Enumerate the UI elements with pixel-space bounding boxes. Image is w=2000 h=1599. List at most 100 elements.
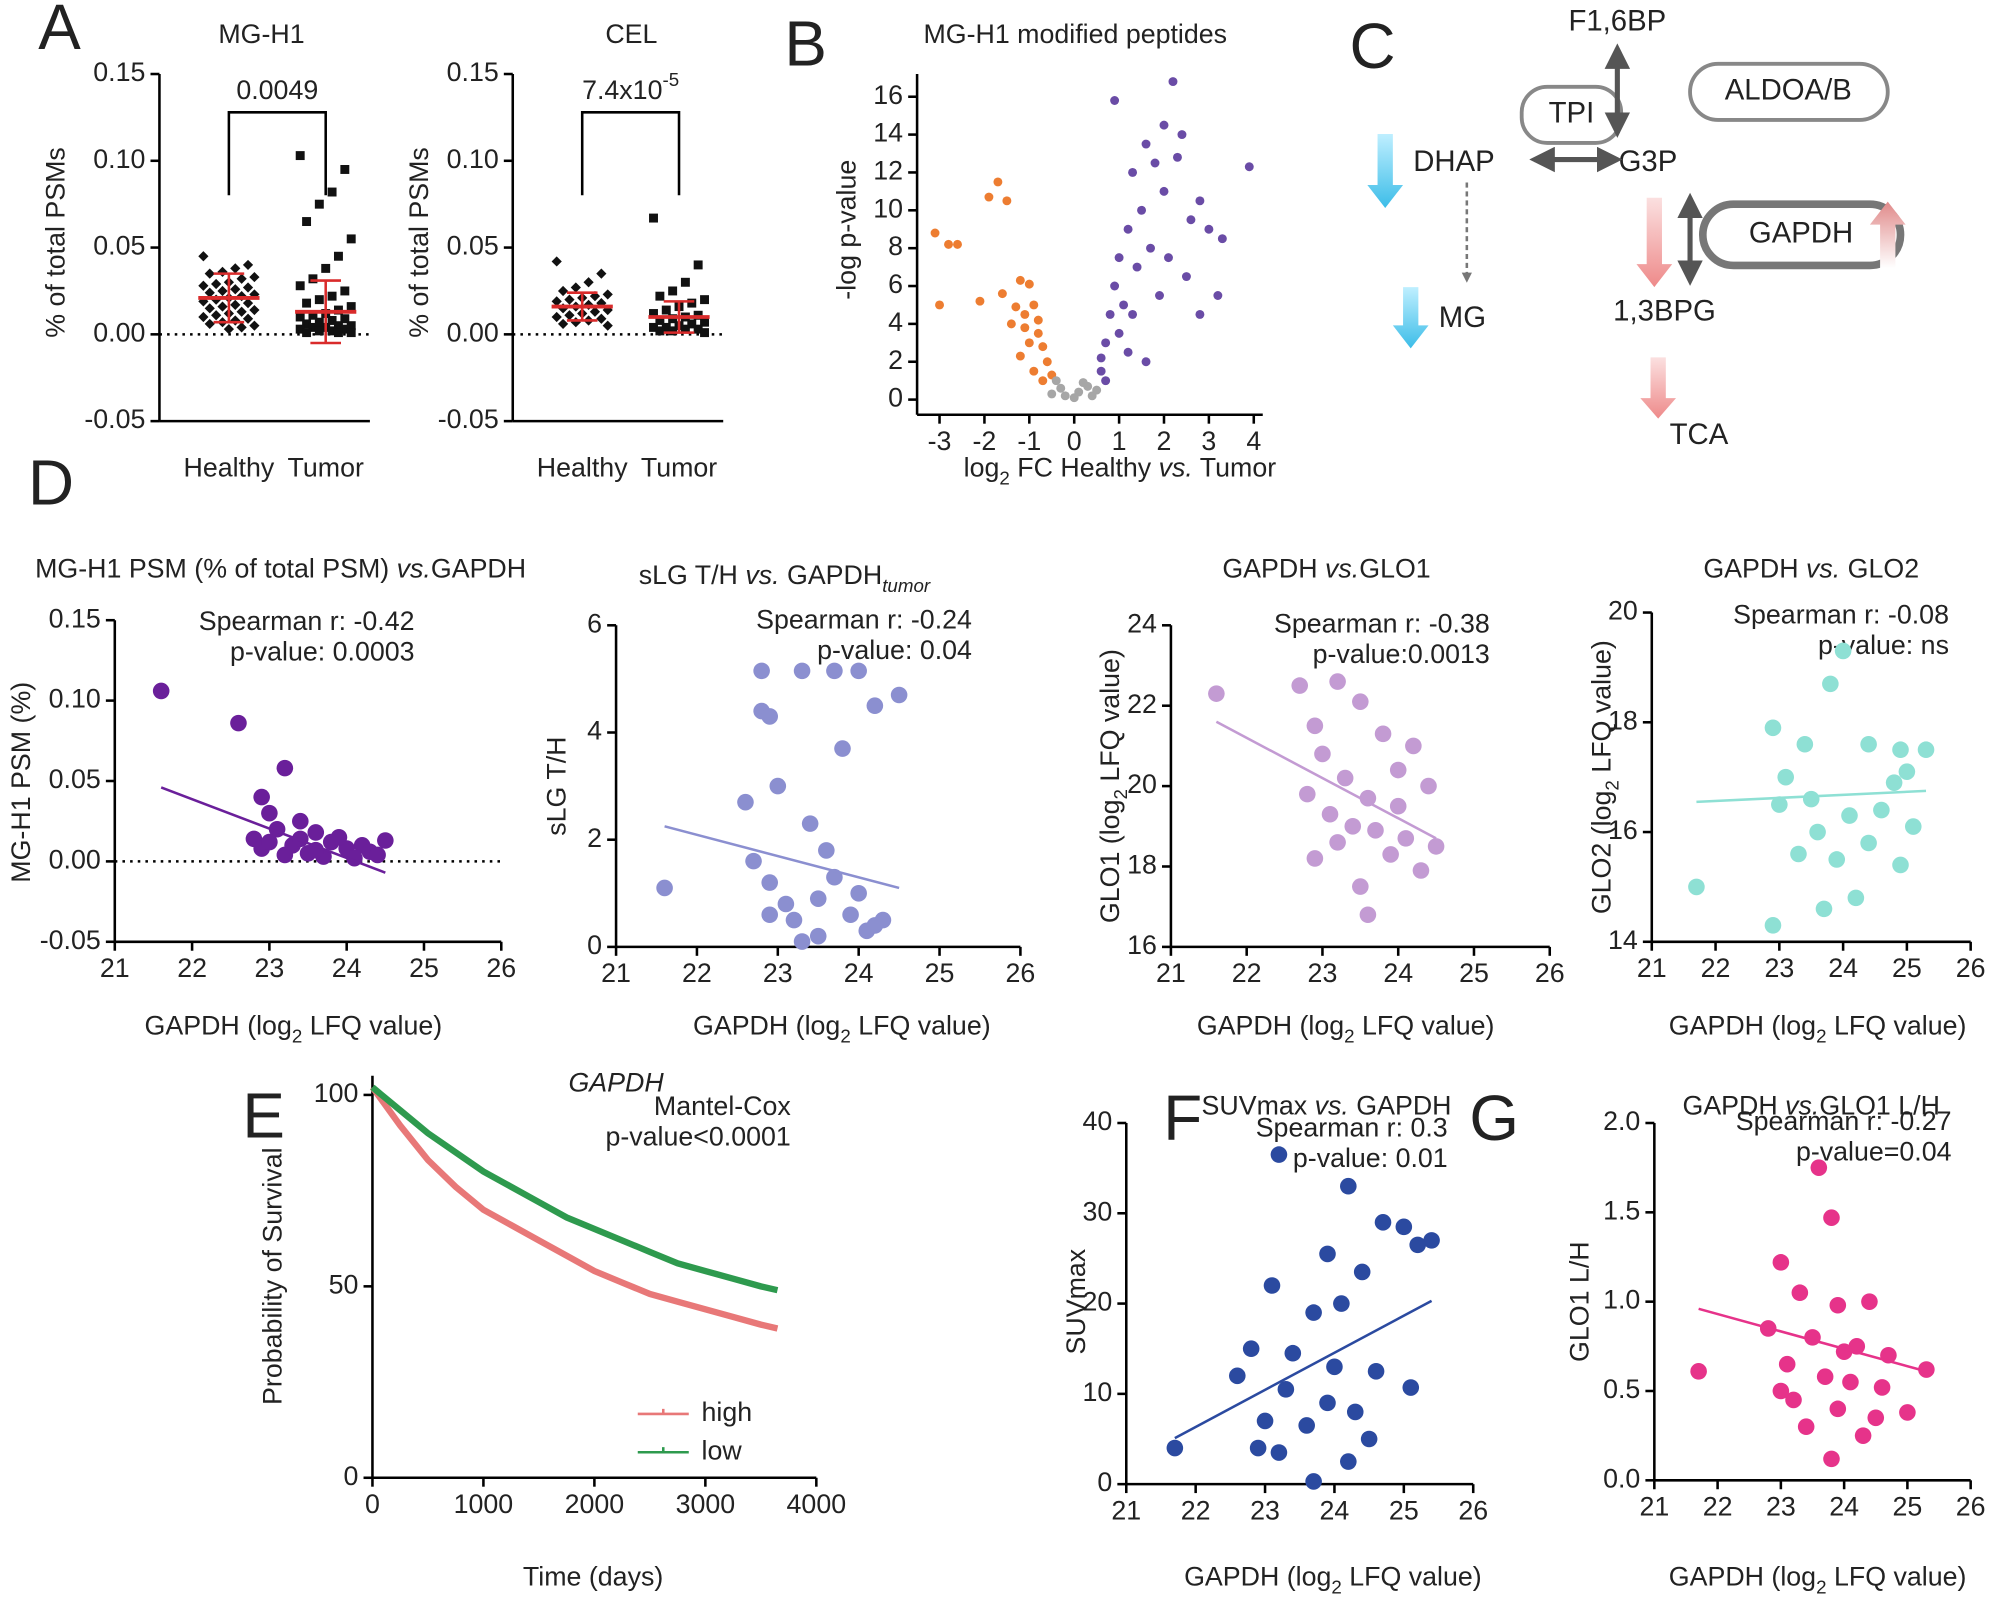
- y-tick-label: 10: [873, 193, 903, 223]
- point: [1024, 279, 1034, 289]
- text-part: LFQ value): [1342, 1562, 1482, 1592]
- point: [1298, 1417, 1315, 1434]
- chart: CEL % of total PSMs -0.05 0.00 0.05 0.10 0.15 H…: [404, 19, 724, 483]
- point: [249, 271, 260, 283]
- point: [1374, 1214, 1392, 1231]
- text-part: GLO1: [1359, 554, 1430, 584]
- node-label: TCA: [1670, 418, 1729, 451]
- point: [1168, 77, 1178, 87]
- point: [649, 213, 658, 223]
- y-tick-label: 1.5: [1603, 1195, 1640, 1225]
- y-tick-label: 0: [1097, 1467, 1112, 1497]
- text-part: GAPDH: [780, 560, 883, 590]
- point: [1389, 797, 1407, 815]
- x-tick-label: 23: [1250, 1495, 1280, 1525]
- point: [236, 322, 247, 333]
- point: [1797, 1418, 1815, 1436]
- point: [1904, 818, 1922, 835]
- panel-label: F: [1163, 1082, 1202, 1154]
- text-part: GAPDH: [568, 1068, 664, 1098]
- point: [975, 296, 985, 306]
- point: [1114, 253, 1124, 263]
- y-axis-label: -log p-value: [831, 160, 861, 300]
- point: [308, 274, 318, 284]
- point: [1263, 1277, 1281, 1294]
- text-part: 0.0049: [236, 75, 318, 105]
- point: [308, 310, 318, 320]
- point: [1778, 1355, 1796, 1373]
- point: [249, 304, 260, 316]
- point: [198, 311, 209, 323]
- point: [661, 322, 671, 332]
- point: [217, 285, 228, 297]
- node-label: ALDOA/B: [1725, 74, 1852, 107]
- point: [1367, 822, 1384, 839]
- point: [850, 662, 867, 680]
- point: [1314, 745, 1331, 763]
- point: [1834, 642, 1852, 660]
- point: [308, 322, 318, 332]
- y-tick-label: 22: [1127, 689, 1157, 719]
- x-tick-label: 23: [1766, 1491, 1796, 1521]
- fit-line: [664, 825, 900, 890]
- point: [1299, 785, 1316, 803]
- y-tick-label: 6: [587, 608, 602, 638]
- point: [1015, 351, 1025, 361]
- x-tick-label: 24: [1320, 1495, 1350, 1525]
- text-part: SUVmax: [1202, 1091, 1315, 1121]
- point: [661, 305, 671, 315]
- point: [1047, 389, 1057, 399]
- point: [1771, 796, 1788, 813]
- point: [1346, 1403, 1364, 1421]
- comparison-label: 0.0049: [236, 75, 318, 105]
- y-axis-label: GLO2 (log2 LFQ value): [1586, 640, 1622, 914]
- y-axis-label: % of total PSMs: [40, 147, 70, 338]
- point: [1829, 1400, 1847, 1418]
- x-tick-label: 23: [254, 953, 284, 983]
- annotation: Mantel-Cox: [654, 1091, 792, 1121]
- text-part: GAPDH (log: [1669, 1010, 1816, 1040]
- point: [204, 268, 215, 279]
- point: [1305, 1304, 1322, 1321]
- point: [261, 804, 278, 822]
- point: [1898, 763, 1916, 780]
- x-tick-label: 2: [1157, 426, 1172, 456]
- point: [223, 324, 234, 335]
- point: [761, 906, 779, 924]
- x-tick-label: 24: [1829, 1491, 1859, 1521]
- point: [1352, 693, 1369, 710]
- text-part: GAPDH: [1683, 1091, 1786, 1121]
- text-part: 2: [292, 1026, 302, 1047]
- point: [850, 885, 867, 902]
- point: [1402, 1379, 1420, 1396]
- chart-title: CEL: [605, 19, 657, 49]
- y-tick-label: 30: [1082, 1196, 1112, 1226]
- annotation: p-value<0.0001: [605, 1121, 790, 1151]
- text-part: sLG T/H: [639, 560, 746, 590]
- point: [1427, 838, 1445, 855]
- point: [1020, 323, 1030, 333]
- point: [1033, 315, 1043, 325]
- decrease-arrow: [1367, 133, 1404, 209]
- point: [242, 298, 254, 309]
- point: [1359, 789, 1377, 807]
- text-part: GAPDH (log: [1669, 1562, 1816, 1592]
- point: [217, 301, 228, 312]
- pathway-diagram: C F1,6BP TPI ALDOA/B DHAP G3P GAPDH 1,3B…: [1349, 5, 1906, 451]
- point: [1114, 328, 1124, 338]
- x-tick-label: 25: [1389, 1495, 1419, 1525]
- point: [1841, 807, 1858, 824]
- x-tick-label: 26: [486, 953, 516, 983]
- text-part: vs.: [1785, 1091, 1819, 1121]
- point: [1141, 357, 1151, 367]
- x-tick-label: Tumor: [288, 453, 364, 483]
- point: [1096, 366, 1106, 376]
- point: [1389, 761, 1407, 779]
- node-label: F1,6BP: [1568, 5, 1666, 38]
- point: [700, 328, 709, 338]
- point: [1899, 1404, 1916, 1421]
- y-tick-label: -0.05: [40, 925, 101, 955]
- point: [230, 263, 241, 274]
